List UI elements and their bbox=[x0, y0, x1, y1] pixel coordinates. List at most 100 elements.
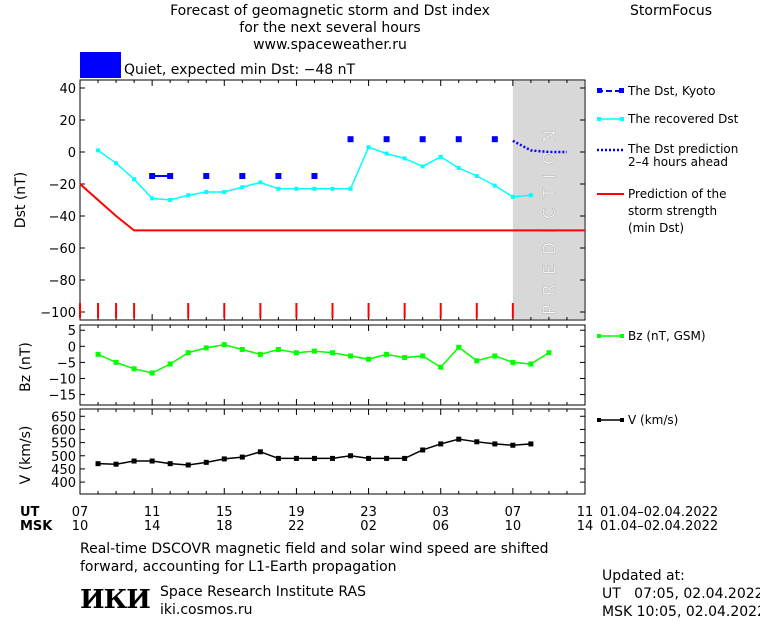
v-point bbox=[293, 455, 299, 461]
updated-label: Updated at: bbox=[602, 568, 685, 584]
recovered-dst-point bbox=[528, 193, 533, 198]
msk-tick-label: 10 bbox=[72, 519, 89, 534]
bz-point bbox=[203, 345, 209, 351]
recovered-dst-point bbox=[384, 151, 389, 156]
bz-axis-title: Bz (nT) bbox=[18, 342, 34, 392]
updated-msk: MSK 10:05, 02.04.2022 bbox=[602, 604, 760, 620]
msk-tick-label: 02 bbox=[360, 519, 377, 534]
ut-label: UT bbox=[20, 505, 40, 520]
y-tick-label: 600 bbox=[51, 423, 76, 438]
msk-label: MSK bbox=[20, 519, 53, 534]
y-tick-label: 0 bbox=[68, 340, 76, 355]
ut-tick-label: 07 bbox=[505, 505, 522, 520]
legend-bz: Bz (nT, GSM) bbox=[628, 329, 706, 343]
y-tick-label: −10 bbox=[49, 372, 76, 387]
ut-tick-label: 07 bbox=[72, 505, 89, 520]
legend-storm-line2: storm strength bbox=[628, 204, 717, 218]
prediction-label: PREDICTION bbox=[540, 121, 560, 315]
v-panel-frame bbox=[79, 408, 586, 495]
v-point bbox=[384, 455, 390, 461]
v-point bbox=[131, 458, 137, 464]
prediction-region bbox=[512, 81, 584, 319]
kyoto-dst-point bbox=[455, 136, 462, 143]
status-text: Quiet, expected min Dst: −48 nT bbox=[124, 62, 356, 78]
v-point bbox=[149, 458, 155, 464]
ut-tick-label: 11 bbox=[577, 505, 594, 520]
bz-point bbox=[456, 344, 462, 350]
bz-point bbox=[438, 364, 444, 370]
v-point bbox=[203, 459, 209, 465]
v-axis-title: V (km/s) bbox=[18, 426, 34, 485]
kyoto-dst-point bbox=[239, 173, 246, 179]
recovered-dst-point bbox=[186, 193, 191, 198]
y-tick-label: 550 bbox=[51, 437, 76, 452]
ut-tick-label: 19 bbox=[288, 505, 305, 520]
y-tick-label: −5 bbox=[57, 356, 76, 371]
bz-point bbox=[167, 361, 173, 367]
msk-tick-label: 14 bbox=[577, 519, 594, 534]
bz-point bbox=[149, 370, 155, 376]
source-url[interactable]: www.spaceweather.ru bbox=[253, 37, 407, 53]
ut-tick-label: 15 bbox=[216, 505, 233, 520]
bz-point bbox=[420, 353, 426, 359]
ut-tick-label: 11 bbox=[144, 505, 161, 520]
kyoto-dst-point bbox=[275, 173, 282, 179]
bz-point bbox=[510, 359, 516, 365]
y-tick-label: −60 bbox=[49, 242, 76, 257]
recovered-dst-point bbox=[330, 186, 335, 191]
v-point bbox=[348, 453, 354, 459]
bz-point bbox=[546, 350, 552, 356]
v-point bbox=[167, 461, 173, 467]
title-line-1: Forecast of geomagnetic storm and Dst in… bbox=[170, 3, 490, 19]
bz-panel-frame bbox=[79, 324, 586, 406]
legend-v-marker bbox=[620, 418, 624, 422]
legend-kyoto: The Dst, Kyoto bbox=[627, 84, 715, 98]
institute-name: Space Research Institute RAS bbox=[160, 584, 366, 600]
ut-tick-label: 23 bbox=[360, 505, 377, 520]
recovered-dst-point bbox=[114, 161, 119, 166]
y-tick-label: 0 bbox=[68, 146, 76, 161]
chart-title: Forecast of geomagnetic storm and Dst in… bbox=[120, 3, 540, 54]
kyoto-dst-point bbox=[491, 136, 498, 143]
kyoto-dst-point bbox=[419, 136, 426, 143]
v-point bbox=[402, 455, 408, 461]
v-point bbox=[221, 456, 227, 462]
recovered-dst-point bbox=[420, 164, 425, 169]
legend-recovered: The recovered Dst bbox=[627, 112, 739, 126]
recovered-dst-point bbox=[168, 198, 173, 202]
institute-site[interactable]: iki.cosmos.ru bbox=[160, 602, 253, 618]
updated-ut: UT 07:05, 02.04.2022 bbox=[602, 586, 760, 602]
legend-bz-marker bbox=[620, 334, 624, 338]
bz-line bbox=[97, 343, 550, 374]
legend-recovered-marker bbox=[620, 117, 624, 121]
bz-point bbox=[474, 358, 480, 364]
bz-point bbox=[348, 353, 354, 359]
recovered-dst-point bbox=[510, 194, 515, 199]
bz-point bbox=[185, 350, 191, 356]
dst-prediction-line bbox=[512, 139, 567, 154]
dst-axis-title: Dst (nT) bbox=[13, 172, 29, 228]
recovered-dst-point bbox=[132, 177, 137, 182]
v-point bbox=[528, 441, 534, 447]
date-range-ut: 01.04–02.04.2022 bbox=[600, 505, 718, 520]
bz-point bbox=[221, 342, 227, 348]
y-tick-label: −40 bbox=[49, 210, 76, 225]
footer-note: Real-time DSCOVR magnetic field and sola… bbox=[80, 540, 549, 576]
recovered-dst-point bbox=[204, 190, 209, 194]
legend: The Dst, Kyoto The recovered Dst The Dst… bbox=[597, 84, 739, 427]
y-tick-label: −20 bbox=[49, 178, 76, 193]
bz-point bbox=[366, 356, 372, 362]
recovered-dst-point bbox=[276, 186, 281, 191]
bz-point bbox=[131, 366, 137, 372]
date-range-msk: 01.04–02.04.2022 bbox=[600, 519, 718, 534]
legend-prediction-line2: 2–4 hours ahead bbox=[628, 155, 728, 169]
v-point bbox=[510, 442, 516, 448]
recovered-dst-point bbox=[438, 154, 443, 159]
v-point bbox=[239, 454, 245, 460]
v-point bbox=[330, 455, 335, 461]
brand-name: StormFocus bbox=[630, 3, 713, 19]
bz-point bbox=[239, 347, 245, 353]
bz-point bbox=[384, 351, 390, 357]
legend-bz-marker bbox=[597, 334, 601, 338]
recovered-dst-point bbox=[348, 186, 353, 191]
